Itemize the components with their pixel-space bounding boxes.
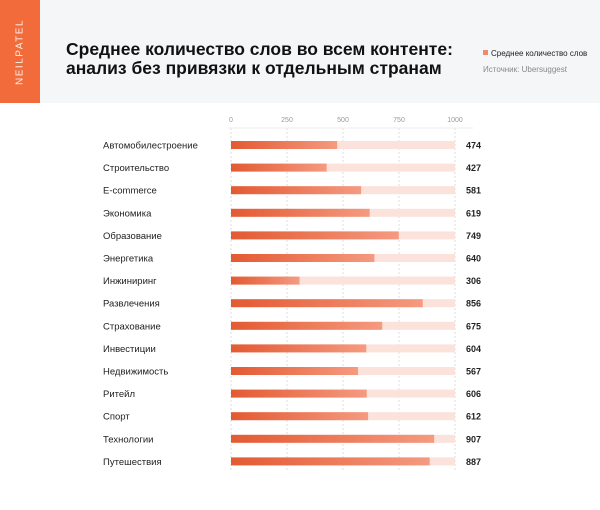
category-label: Путешествия: [103, 457, 162, 468]
category-label: Автомобилестроение: [103, 141, 198, 152]
x-tick-label: 1000: [447, 117, 463, 124]
bar: [231, 186, 362, 195]
category-label: Недвижимость: [103, 367, 168, 378]
category-label: Развлечения: [103, 299, 160, 310]
category-label: Страхование: [103, 321, 161, 332]
value-label: 427: [466, 163, 481, 173]
value-label: 907: [466, 434, 481, 444]
category-label: Образование: [103, 231, 162, 242]
bar: [231, 163, 327, 172]
category-label: Строительство: [103, 163, 169, 174]
category-label: Инжиниринг: [103, 276, 157, 287]
category-label: Энергетика: [103, 254, 154, 265]
bar-track: [231, 163, 455, 172]
value-label: 606: [466, 389, 481, 399]
value-label: 567: [466, 367, 481, 377]
category-label: Экономика: [103, 208, 152, 219]
bar: [231, 299, 423, 308]
header: NEILPATEL Среднее количество слов во все…: [0, 0, 600, 103]
category-label: Технологии: [103, 434, 153, 445]
legend-entry: Среднее количество слов: [491, 49, 588, 58]
value-label: 604: [466, 344, 481, 354]
bar: [231, 389, 367, 398]
bar: [231, 141, 338, 149]
chart-title: Среднее количество слов во всем контенте…: [66, 39, 453, 78]
value-label: 474: [466, 141, 481, 151]
value-label: 306: [466, 276, 481, 286]
bar: [231, 457, 430, 466]
value-label: 856: [466, 299, 481, 309]
bar: [231, 276, 300, 285]
bar-track: [231, 276, 455, 285]
legend: Среднее количество слов Источник: Ubersu…: [483, 49, 593, 75]
x-tick-label: 0: [229, 117, 233, 124]
bar: [231, 344, 367, 353]
category-label: E-commerce: [103, 186, 157, 197]
bar: [231, 231, 399, 240]
bar: [231, 434, 435, 443]
value-label: 749: [466, 231, 481, 241]
value-label: 640: [466, 254, 481, 264]
bar: [231, 254, 375, 262]
bar: [231, 321, 383, 330]
value-label: 619: [466, 208, 481, 218]
category-label: Спорт: [103, 412, 130, 423]
bar: [231, 367, 359, 375]
category-label: Ритейл: [103, 389, 135, 400]
bar: [231, 412, 369, 421]
value-label: 887: [466, 457, 481, 467]
value-label: 675: [466, 321, 481, 331]
bar-track: [231, 141, 455, 149]
legend-swatch: [483, 50, 488, 55]
x-tick-label: 500: [337, 117, 349, 124]
brand-logo: NEILPATEL: [0, 0, 40, 103]
x-tick-label: 750: [393, 117, 405, 124]
category-label: Инвестиции: [103, 344, 156, 355]
bar: [231, 208, 370, 217]
source-note: Источник: Ubersuggest: [483, 65, 567, 74]
x-tick-label: 250: [281, 117, 293, 124]
value-label: 581: [466, 186, 481, 196]
value-label: 612: [466, 412, 481, 422]
